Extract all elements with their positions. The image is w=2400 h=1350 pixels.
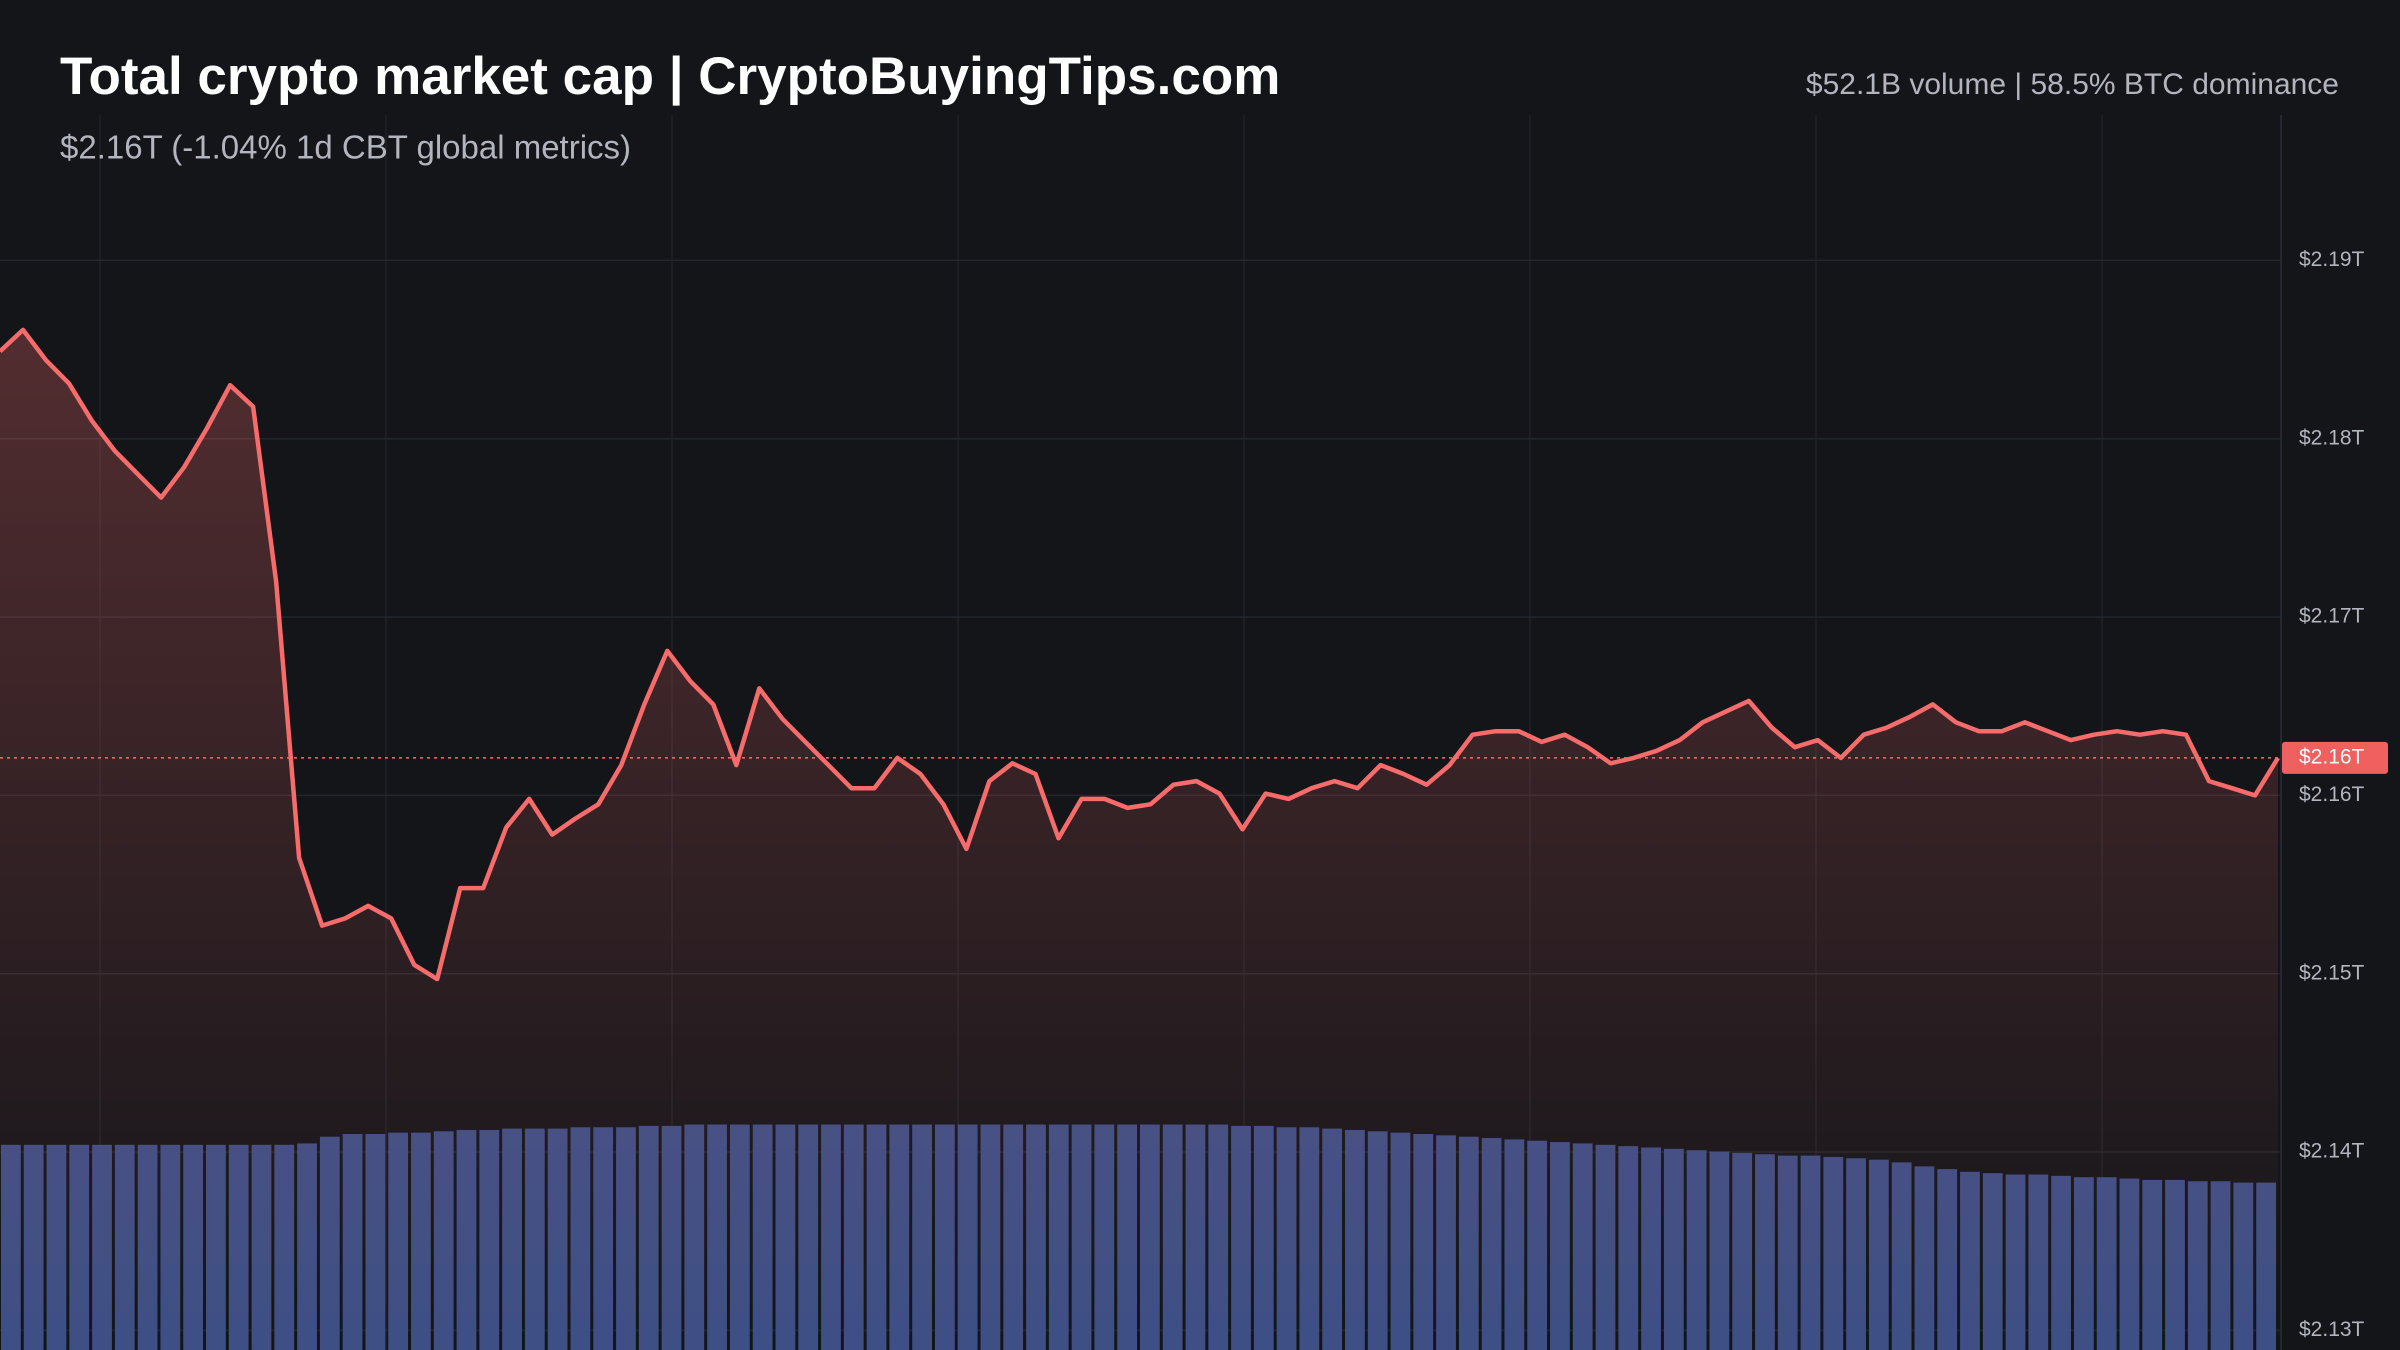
y-tick-label: $2.13T bbox=[2299, 1318, 2365, 1341]
y-tick-label: $2.16T bbox=[2299, 783, 2365, 806]
y-tick-label: $2.15T bbox=[2299, 961, 2365, 984]
last-price-tag bbox=[2282, 741, 2388, 774]
price-line bbox=[0, 327, 2280, 982]
y-tick-label: $2.17T bbox=[2299, 605, 2365, 628]
chart-title: Total crypto market cap | CryptoBuyingTi… bbox=[60, 47, 1280, 107]
y-tick-label: $2.14T bbox=[2299, 1140, 2365, 1163]
area-fill bbox=[0, 329, 2278, 1350]
last-price-label: $2.16T bbox=[2299, 745, 2365, 768]
y-tick-label: $2.19T bbox=[2299, 248, 2365, 271]
chart-subtitle: $2.16T (-1.04% 1d CBT global metrics) bbox=[60, 129, 631, 166]
y-tick-label: $2.18T bbox=[2299, 426, 2365, 449]
volume-dominance: $52.1B volume | 58.5% BTC dominance bbox=[1806, 68, 2339, 101]
